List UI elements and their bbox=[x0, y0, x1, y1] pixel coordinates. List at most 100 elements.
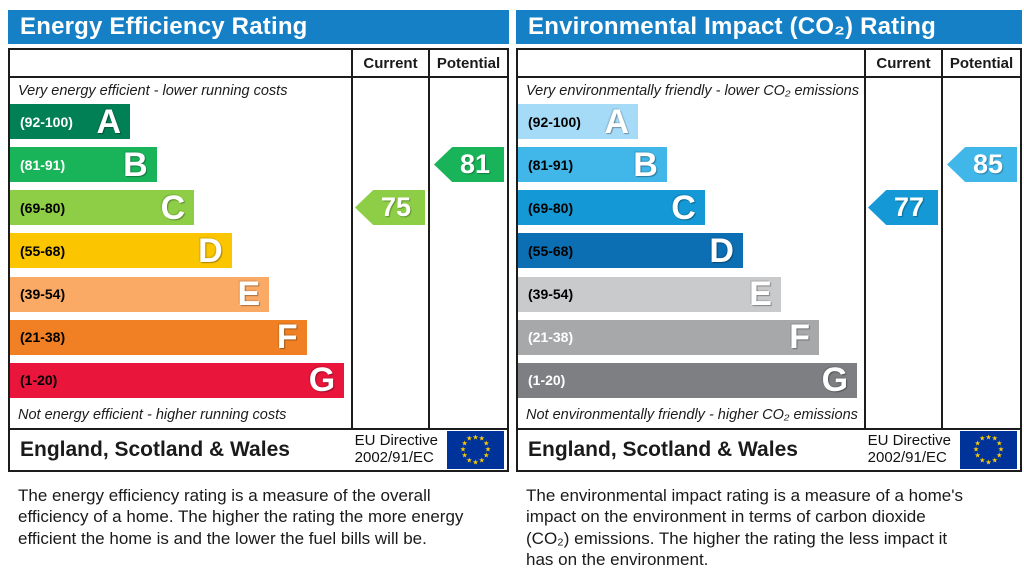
current-rating-value: 75 bbox=[380, 192, 412, 222]
band-letter: C bbox=[160, 188, 186, 227]
energy-band-rows: (92-100) A (81-91) B (69-80) C (55-68) D (39… bbox=[10, 100, 351, 402]
eu-star-icon: ★ bbox=[979, 457, 986, 465]
band-letter: G bbox=[308, 361, 336, 400]
band-letter: F bbox=[789, 318, 811, 357]
eu-star-icon: ★ bbox=[466, 435, 473, 443]
band-range: (92-100) bbox=[528, 113, 581, 130]
band-range: (21-38) bbox=[528, 329, 574, 346]
eu-star-icon: ★ bbox=[996, 440, 1003, 448]
eu-star-icon: ★ bbox=[472, 459, 479, 466]
bottom-caption: Not energy efficient - higher running co… bbox=[18, 407, 287, 423]
band-range: (39-54) bbox=[528, 286, 574, 303]
band-range: (81-91) bbox=[528, 156, 574, 173]
band-letter: A bbox=[604, 102, 629, 141]
environmental-chart-body: Very environmentally friendly - lower CO… bbox=[518, 78, 1020, 428]
current-rating-arrow: 77 bbox=[868, 190, 938, 225]
band-letter: F bbox=[276, 318, 298, 357]
eu-star-icon: ★ bbox=[979, 435, 986, 443]
top-caption: Very environmentally friendly - lower CO… bbox=[526, 83, 859, 99]
energy-rating-table: Current Potential Very energy efficient … bbox=[8, 48, 509, 472]
band-bar-c: (69-80) C bbox=[10, 188, 195, 227]
environmental-band-chart: Very environmentally friendly - lower CO… bbox=[518, 78, 866, 428]
band-bar-c: (69-80) C bbox=[518, 188, 705, 227]
band-row: (21-38) F bbox=[518, 316, 864, 359]
band-range: (69-80) bbox=[528, 199, 574, 216]
band-range: (21-38) bbox=[20, 329, 66, 346]
band-row: (55-68) D bbox=[518, 229, 864, 272]
band-range: (1-20) bbox=[528, 372, 566, 389]
band-row: (21-38) F bbox=[10, 316, 351, 359]
band-row: (1-20) G bbox=[518, 359, 864, 402]
eu-star-icon: ★ bbox=[974, 452, 981, 460]
current-score-column: 77 bbox=[866, 78, 943, 428]
band-letter: C bbox=[671, 188, 696, 227]
eu-star-icon: ★ bbox=[985, 434, 992, 441]
band-bar-g: (1-20) G bbox=[518, 361, 858, 400]
energy-chart-body: Very energy efficient - lower running co… bbox=[10, 78, 507, 428]
eu-directive-label: EU Directive 2002/91/EC bbox=[867, 432, 951, 466]
band-range: (55-68) bbox=[20, 242, 66, 259]
band-row: (55-68) D bbox=[10, 229, 351, 272]
band-range: (92-100) bbox=[20, 113, 73, 130]
energy-table-header: Current Potential bbox=[10, 50, 507, 78]
band-bar-a: (92-100) A bbox=[10, 102, 130, 141]
eu-star-icon: ★ bbox=[461, 440, 468, 448]
eu-star-icon: ★ bbox=[459, 446, 467, 454]
potential-rating-arrow: 81 bbox=[434, 147, 504, 182]
current-score-column: 75 bbox=[353, 78, 430, 428]
band-row: (92-100) A bbox=[518, 100, 864, 143]
eu-star-icon: ★ bbox=[478, 435, 485, 443]
region-label: England, Scotland & Wales bbox=[20, 438, 290, 461]
band-bar-d: (55-68) D bbox=[10, 231, 232, 270]
environmental-description-text: The environmental impact rating is a mea… bbox=[526, 486, 963, 570]
current-rating-value: 77 bbox=[893, 192, 925, 222]
band-bar-f: (21-38) F bbox=[518, 318, 820, 357]
band-bar-e: (39-54) E bbox=[518, 276, 781, 312]
eu-star-icon: ★ bbox=[974, 440, 981, 448]
band-letter: D bbox=[198, 231, 223, 270]
band-letter: G bbox=[821, 361, 849, 400]
potential-score-column: 81 bbox=[430, 78, 507, 428]
potential-rating-arrow: 85 bbox=[947, 147, 1017, 182]
header-spacer bbox=[10, 50, 353, 76]
potential-column-header: Potential bbox=[949, 54, 1014, 72]
band-bar-b: (81-91) B bbox=[10, 145, 157, 184]
current-rating-arrow: 75 bbox=[355, 190, 425, 225]
band-range: (81-91) bbox=[20, 156, 66, 173]
energy-band-chart: Very energy efficient - lower running co… bbox=[10, 78, 353, 428]
potential-column-header: Potential bbox=[436, 54, 501, 72]
environmental-impact-panel: Environmental Impact (CO₂) Rating Curren… bbox=[516, 10, 1022, 571]
band-row: (81-91) B bbox=[10, 143, 351, 186]
band-row: (1-20) G bbox=[10, 359, 351, 402]
band-bar-g: (1-20) G bbox=[10, 361, 345, 400]
eu-star-icon: ★ bbox=[996, 452, 1003, 460]
band-range: (55-68) bbox=[528, 242, 574, 259]
band-range: (69-80) bbox=[20, 199, 66, 216]
environmental-panel-title: Environmental Impact (CO₂) Rating bbox=[516, 10, 1022, 44]
eu-star-icon: ★ bbox=[461, 452, 468, 460]
eu-star-icon: ★ bbox=[997, 446, 1005, 454]
potential-rating-value: 85 bbox=[972, 149, 1004, 179]
eu-star-icon: ★ bbox=[991, 457, 998, 465]
band-letter: E bbox=[237, 275, 261, 314]
band-range: (39-54) bbox=[20, 286, 66, 303]
band-row: (39-54) E bbox=[10, 273, 351, 316]
band-letter: A bbox=[96, 102, 121, 141]
band-row: (39-54) E bbox=[518, 273, 864, 316]
environmental-table-footer: England, Scotland & Wales EU Directive 2… bbox=[518, 428, 1020, 470]
current-column-header: Current bbox=[353, 50, 430, 76]
band-bar-a: (92-100) A bbox=[518, 102, 638, 141]
energy-panel-title: Energy Efficiency Rating bbox=[8, 10, 509, 44]
environmental-table-header: Current Potential bbox=[518, 50, 1020, 78]
eu-flag-icon: ★ ★ ★ ★ ★ ★ ★ ★ ★ ★ ★ ★ bbox=[447, 431, 504, 469]
region-label: England, Scotland & Wales bbox=[528, 438, 798, 461]
band-row: (92-100) A bbox=[10, 100, 351, 143]
band-letter: D bbox=[709, 231, 734, 270]
band-bar-d: (55-68) D bbox=[518, 231, 743, 270]
eu-star-icon: ★ bbox=[972, 446, 980, 454]
header-spacer bbox=[518, 50, 866, 76]
band-letter: B bbox=[123, 145, 148, 184]
top-caption: Very energy efficient - lower running co… bbox=[18, 83, 288, 99]
